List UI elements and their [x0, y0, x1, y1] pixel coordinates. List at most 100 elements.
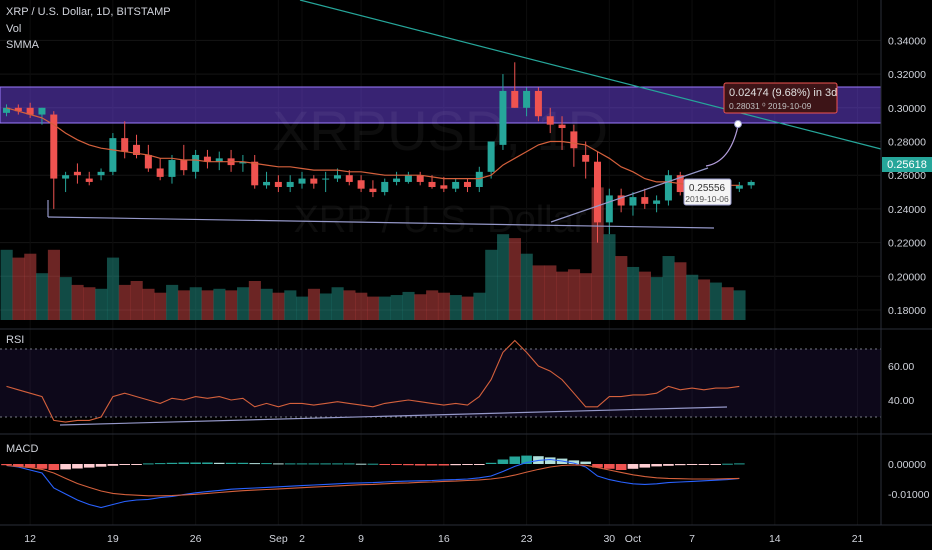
macd-histogram-bar — [414, 464, 426, 466]
macd-histogram-bar — [36, 464, 48, 469]
candle-body — [523, 90, 531, 108]
macd-histogram-bar — [213, 462, 225, 464]
candle-body — [641, 197, 649, 204]
volume-bar — [390, 295, 403, 320]
candle-body — [499, 90, 507, 145]
candle — [109, 133, 117, 176]
time-tick-label: 21 — [852, 533, 864, 545]
volume-bar — [544, 265, 557, 320]
smma-line — [6, 107, 740, 186]
candle-body — [747, 181, 755, 186]
macd-histogram-bar — [202, 462, 213, 464]
macd-histogram-bar — [178, 462, 190, 464]
macd-histogram-bar — [426, 464, 438, 466]
macd-histogram-bar — [48, 464, 60, 470]
measure-callout[interactable]: 0.02474 (9.68%) in 3d 0.28031 ⁰ 2019-10-… — [723, 82, 838, 114]
macd-histogram-bar — [166, 462, 178, 464]
candle — [735, 181, 743, 193]
price-tick-label: 0.24000 — [888, 204, 926, 216]
price-axis[interactable]: 0.34000 0.32000 0.30000 0.28000 0.26000 0.240… — [888, 35, 930, 501]
measure-line2: 0.28031 ⁰ 2019-10-09 — [729, 101, 812, 111]
volume-bar — [461, 296, 474, 320]
volume-bar — [213, 288, 226, 320]
candle-body — [109, 138, 117, 172]
volume-bar — [650, 277, 663, 320]
candle — [85, 171, 93, 186]
macd-histogram-bar — [497, 459, 509, 464]
time-tick-label: Sep — [269, 533, 288, 545]
macd-tick-label: 0.00000 — [888, 459, 926, 471]
candle-body — [333, 175, 341, 179]
volume-bar — [367, 296, 380, 320]
candle — [747, 180, 755, 189]
smma-label[interactable]: SMMA — [6, 39, 40, 51]
volume-bar — [355, 292, 368, 320]
vol-label[interactable]: Vol — [6, 23, 21, 35]
candle — [404, 171, 412, 184]
candle-body — [404, 175, 412, 182]
volume-bar — [449, 295, 462, 320]
macd-histogram-bar — [60, 464, 71, 470]
volume-bar — [579, 273, 592, 320]
point-tooltip[interactable]: 0.25556 2019-10-06 — [683, 178, 732, 206]
candle-body — [345, 175, 353, 182]
volume-bar — [71, 284, 84, 320]
candle-body — [192, 154, 200, 172]
candle-body — [133, 144, 141, 155]
macd-label[interactable]: MACD — [6, 443, 38, 455]
candle — [286, 175, 294, 193]
projection-arrow — [705, 125, 739, 167]
volume-bar — [0, 249, 13, 320]
point-date: 2019-10-06 — [685, 194, 729, 204]
watermark-symbol: XRPUSD, 1D — [272, 99, 608, 162]
candle-body — [73, 171, 81, 176]
candle-body — [3, 107, 10, 113]
volume-bar — [603, 234, 616, 320]
time-tick-label: Oct — [625, 533, 641, 545]
time-axis[interactable]: 12 19 26 Sep 2 9 16 23 30 Oct 7 14 21 — [24, 533, 863, 545]
macd-histogram-bar — [568, 460, 580, 464]
volume-bar — [24, 253, 37, 320]
candle — [463, 178, 471, 193]
macd-histogram-bar — [143, 463, 154, 465]
volume-bar — [272, 292, 285, 320]
candle — [144, 144, 152, 172]
volume-bar — [154, 292, 167, 320]
candle — [168, 154, 176, 184]
time-tick-label: 12 — [24, 533, 36, 545]
candle-body — [50, 114, 58, 179]
candle-body — [251, 161, 259, 186]
macd-histogram-bar — [154, 463, 166, 465]
candle — [274, 175, 282, 193]
macd-histogram-bar — [343, 463, 355, 465]
rsi-label[interactable]: RSI — [6, 334, 24, 346]
time-tick-label: 19 — [107, 533, 119, 545]
macd-histogram-bar — [320, 463, 331, 465]
candle-body — [85, 178, 93, 182]
candle-body — [487, 141, 495, 172]
candle — [73, 163, 81, 184]
volume-bar — [189, 287, 202, 320]
price-tick-label: 0.34000 — [888, 35, 926, 47]
candle-body — [38, 107, 46, 115]
measure-callout-box — [723, 82, 838, 114]
candle — [558, 116, 566, 150]
last-price-badge: 0.25618 — [882, 157, 932, 172]
candle — [629, 192, 637, 216]
time-tick-label: 7 — [689, 533, 695, 545]
candle — [393, 171, 401, 186]
candle — [97, 168, 105, 181]
candle — [416, 171, 424, 186]
candle — [523, 87, 531, 117]
watermark-name: XRP / U.S. Dollar — [294, 199, 587, 241]
volume-bar — [118, 284, 131, 320]
price-tick-label: 0.18000 — [888, 305, 926, 317]
grid — [0, 0, 881, 525]
rsi-band — [0, 349, 881, 417]
rsi-line — [6, 339, 740, 423]
macd-histogram-bar — [509, 456, 521, 464]
volume-bar — [260, 288, 273, 320]
volume-bar — [532, 265, 545, 320]
candle-body — [286, 181, 294, 187]
